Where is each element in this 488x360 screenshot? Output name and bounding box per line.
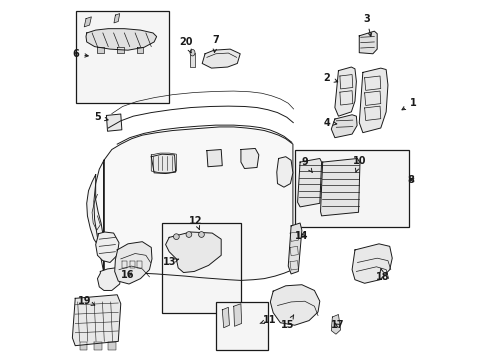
Polygon shape: [359, 68, 387, 133]
Bar: [162, 223, 241, 313]
Text: 4: 4: [323, 118, 336, 128]
Text: 2: 2: [323, 73, 337, 83]
Polygon shape: [80, 342, 87, 350]
Text: 11: 11: [260, 315, 276, 325]
Polygon shape: [86, 29, 156, 50]
Text: 5: 5: [94, 112, 108, 122]
Polygon shape: [270, 285, 319, 325]
Text: 13: 13: [162, 257, 179, 267]
Polygon shape: [106, 114, 122, 131]
Polygon shape: [137, 47, 143, 53]
Polygon shape: [114, 14, 120, 23]
Polygon shape: [94, 127, 292, 280]
Polygon shape: [339, 75, 352, 89]
Polygon shape: [289, 246, 298, 256]
Polygon shape: [84, 17, 91, 27]
Polygon shape: [115, 242, 152, 284]
Text: 18: 18: [375, 269, 388, 282]
Polygon shape: [202, 49, 240, 68]
Polygon shape: [289, 232, 298, 241]
Polygon shape: [96, 232, 119, 262]
Polygon shape: [287, 223, 301, 274]
Text: 10: 10: [352, 156, 365, 172]
Text: 3: 3: [362, 14, 371, 36]
Polygon shape: [364, 106, 380, 121]
Polygon shape: [351, 244, 391, 283]
Polygon shape: [359, 31, 376, 54]
Polygon shape: [190, 53, 195, 67]
Text: 14: 14: [295, 231, 308, 240]
Polygon shape: [233, 304, 241, 326]
Polygon shape: [122, 261, 127, 268]
Polygon shape: [330, 115, 356, 138]
Text: 12: 12: [189, 216, 203, 229]
Bar: [215, 302, 267, 350]
Circle shape: [173, 234, 179, 239]
Polygon shape: [206, 149, 222, 167]
Text: 20: 20: [179, 37, 193, 53]
Polygon shape: [94, 342, 102, 350]
Polygon shape: [129, 261, 135, 268]
Polygon shape: [86, 175, 102, 244]
Polygon shape: [364, 91, 380, 105]
Polygon shape: [339, 91, 352, 105]
Polygon shape: [72, 295, 121, 346]
Text: 8: 8: [407, 175, 414, 185]
Bar: [76, 12, 169, 103]
Polygon shape: [151, 154, 175, 174]
Polygon shape: [222, 307, 229, 328]
Polygon shape: [330, 315, 340, 334]
Text: 7: 7: [212, 35, 219, 53]
Circle shape: [198, 231, 204, 237]
Text: 17: 17: [330, 320, 344, 330]
Polygon shape: [289, 261, 298, 270]
Polygon shape: [364, 76, 380, 90]
Text: 1: 1: [401, 98, 416, 110]
Bar: [294, 149, 408, 226]
Polygon shape: [297, 158, 321, 207]
Polygon shape: [117, 47, 123, 53]
Text: 6: 6: [72, 49, 88, 59]
Polygon shape: [320, 158, 359, 216]
Polygon shape: [165, 232, 221, 273]
Polygon shape: [97, 47, 104, 53]
Circle shape: [185, 231, 191, 237]
Polygon shape: [108, 342, 116, 350]
Polygon shape: [334, 67, 356, 116]
Polygon shape: [137, 261, 142, 268]
Polygon shape: [276, 157, 292, 187]
Ellipse shape: [190, 49, 195, 56]
Text: 19: 19: [78, 296, 95, 306]
Text: 9: 9: [301, 157, 311, 172]
Text: 15: 15: [280, 315, 294, 330]
Polygon shape: [241, 148, 258, 168]
Text: 16: 16: [121, 270, 134, 280]
Polygon shape: [97, 268, 121, 291]
